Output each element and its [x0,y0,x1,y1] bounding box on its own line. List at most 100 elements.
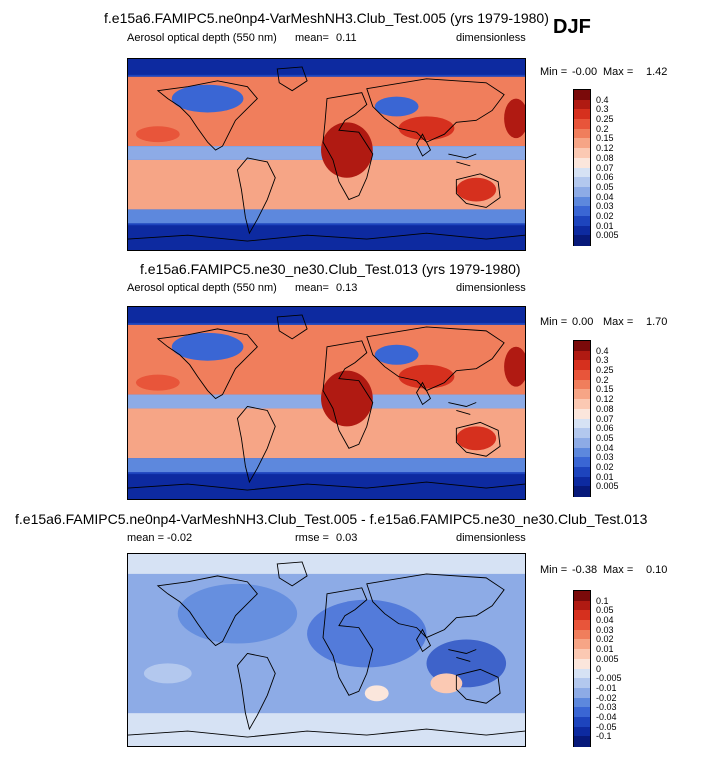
colorbar-cell [574,167,590,178]
field-pacific-high [135,126,180,143]
panel-3-min-label: Min = [540,564,568,576]
field-arctic [128,59,525,75]
colorbar-label: 0.04 [596,615,614,626]
field-antarctic [128,225,525,250]
colorbar-label: 0.005 [596,230,619,241]
colorbar-cell [574,437,590,449]
panel-1-max-label: Max = [603,66,634,78]
panel-2-title: f.e15a6.FAMIPC5.ne30_ne30.Club_Test.013 … [140,261,521,277]
panel-2-mean-label: mean= [295,282,329,294]
colorbar-label: -0.02 [596,692,617,703]
colorbar-label: 0 [596,663,602,674]
coastline [156,328,258,400]
colorbar-cell [574,360,590,371]
colorbar-label: 0.4 [596,345,609,356]
colorbar-label: 0.03 [596,201,614,212]
colorbar-cell [574,639,590,650]
colorbar-label: -0.1 [596,731,612,742]
colorbar-label: 0.08 [596,403,614,414]
field-east-asia-high [504,346,525,387]
colorbar-label: 0.04 [596,442,614,453]
coastline [128,728,525,738]
panel-2-colorbar: 0.4 0.3 0.25 0.2 0.15 0.12 0.08 0.07 0.06 0.05 0.0… [573,340,619,497]
colorbar-cell [574,726,590,737]
field-canada-low [171,332,244,361]
coastline [416,628,432,653]
panel-1-min-value: -0.00 [572,66,598,78]
coastline [366,573,505,639]
field-southern-ocean [128,458,525,473]
colorbar-cell [574,119,590,130]
colorbar-cell [574,447,590,458]
coastline [128,232,525,242]
panel-1-colorbar: 0.4 0.3 0.25 0.2 0.15 0.12 0.08 0.07 0.06 0.05 0.0… [573,89,619,246]
coastline [156,575,258,647]
map-field [128,307,525,499]
field-asia-high [398,116,455,141]
colorbar-label: 0.01 [596,471,614,482]
colorbar-cell [574,649,590,660]
colorbar-label: 0.03 [596,624,614,635]
colorbar-label: 0.12 [596,143,614,154]
coastline [455,173,501,208]
colorbar-cell [574,591,590,602]
coastline [455,421,501,457]
panel-2-variable-label: Aerosol optical depth (550 nm) [127,282,277,294]
panel-2-map [127,306,526,500]
field-east-asia-high [504,98,525,139]
field-pos-patch [430,673,463,694]
colorbar-label: 0.07 [596,413,614,424]
panel-1-units: dimensionless [456,32,526,44]
coastline [448,649,477,662]
field-tibet-low [374,96,419,117]
colorbar-label: 0.02 [596,210,614,221]
coastline [366,326,505,392]
coastline [236,405,276,484]
coastline [276,314,308,340]
colorbar-label: 0.04 [596,191,614,202]
field-pos-patch [364,685,389,702]
colorbar-cell [574,658,590,669]
field-asia-high [398,364,455,389]
colorbar-cell [574,341,590,352]
colorbar-label: 0.08 [596,152,614,163]
panel-3-units: dimensionless [456,532,526,544]
colorbar-label: -0.005 [596,673,622,684]
colorbar-label: 0.05 [596,432,614,443]
colorbar-cell [574,350,590,361]
panel-2-mean-value: 0.13 [336,282,358,294]
colorbar-cell [574,90,590,101]
map-field [128,554,525,746]
panel-1-mean-value: 0.11 [336,32,357,44]
field-pacific-high [135,374,180,391]
colorbar-cell [574,687,590,699]
colorbar-label: 0.005 [596,653,619,664]
colorbar-label: -0.05 [596,721,617,732]
colorbar-label: 0.02 [596,634,614,645]
panel-3-rmse-label: rmse = [295,532,329,544]
field-neg-region [307,599,427,668]
colorbar-label: 0.06 [596,172,614,183]
colorbar-label: 0.02 [596,461,614,472]
colorbar-cell [574,196,590,207]
colorbar-cell [574,678,590,689]
colorbar-cell [574,716,590,728]
colorbar-cell [574,157,590,168]
colorbar-label: 0.005 [596,481,619,492]
coastline [322,340,374,449]
colorbar-cell [574,379,590,390]
colorbar-label: 0.2 [596,374,609,385]
colorbar-label: 0.15 [596,133,614,144]
colorbar-label: 0.07 [596,162,614,173]
colorbar-cell [574,736,590,747]
colorbar-cell [574,466,590,478]
panel-3-rmse-value: 0.03 [336,532,358,544]
colorbar-cell [574,476,590,487]
panel-2-units: dimensionless [456,282,526,294]
colorbar-cell [574,428,590,439]
colorbar-cell [574,457,590,468]
colorbar-label: 0.01 [596,220,614,231]
colorbar-label: 0.05 [596,605,614,616]
coastline [236,652,276,731]
panel-3-colorbar: 0.1 0.05 0.04 0.03 0.02 0.01 0.005 0 -0.005 -0.01… [573,590,622,747]
